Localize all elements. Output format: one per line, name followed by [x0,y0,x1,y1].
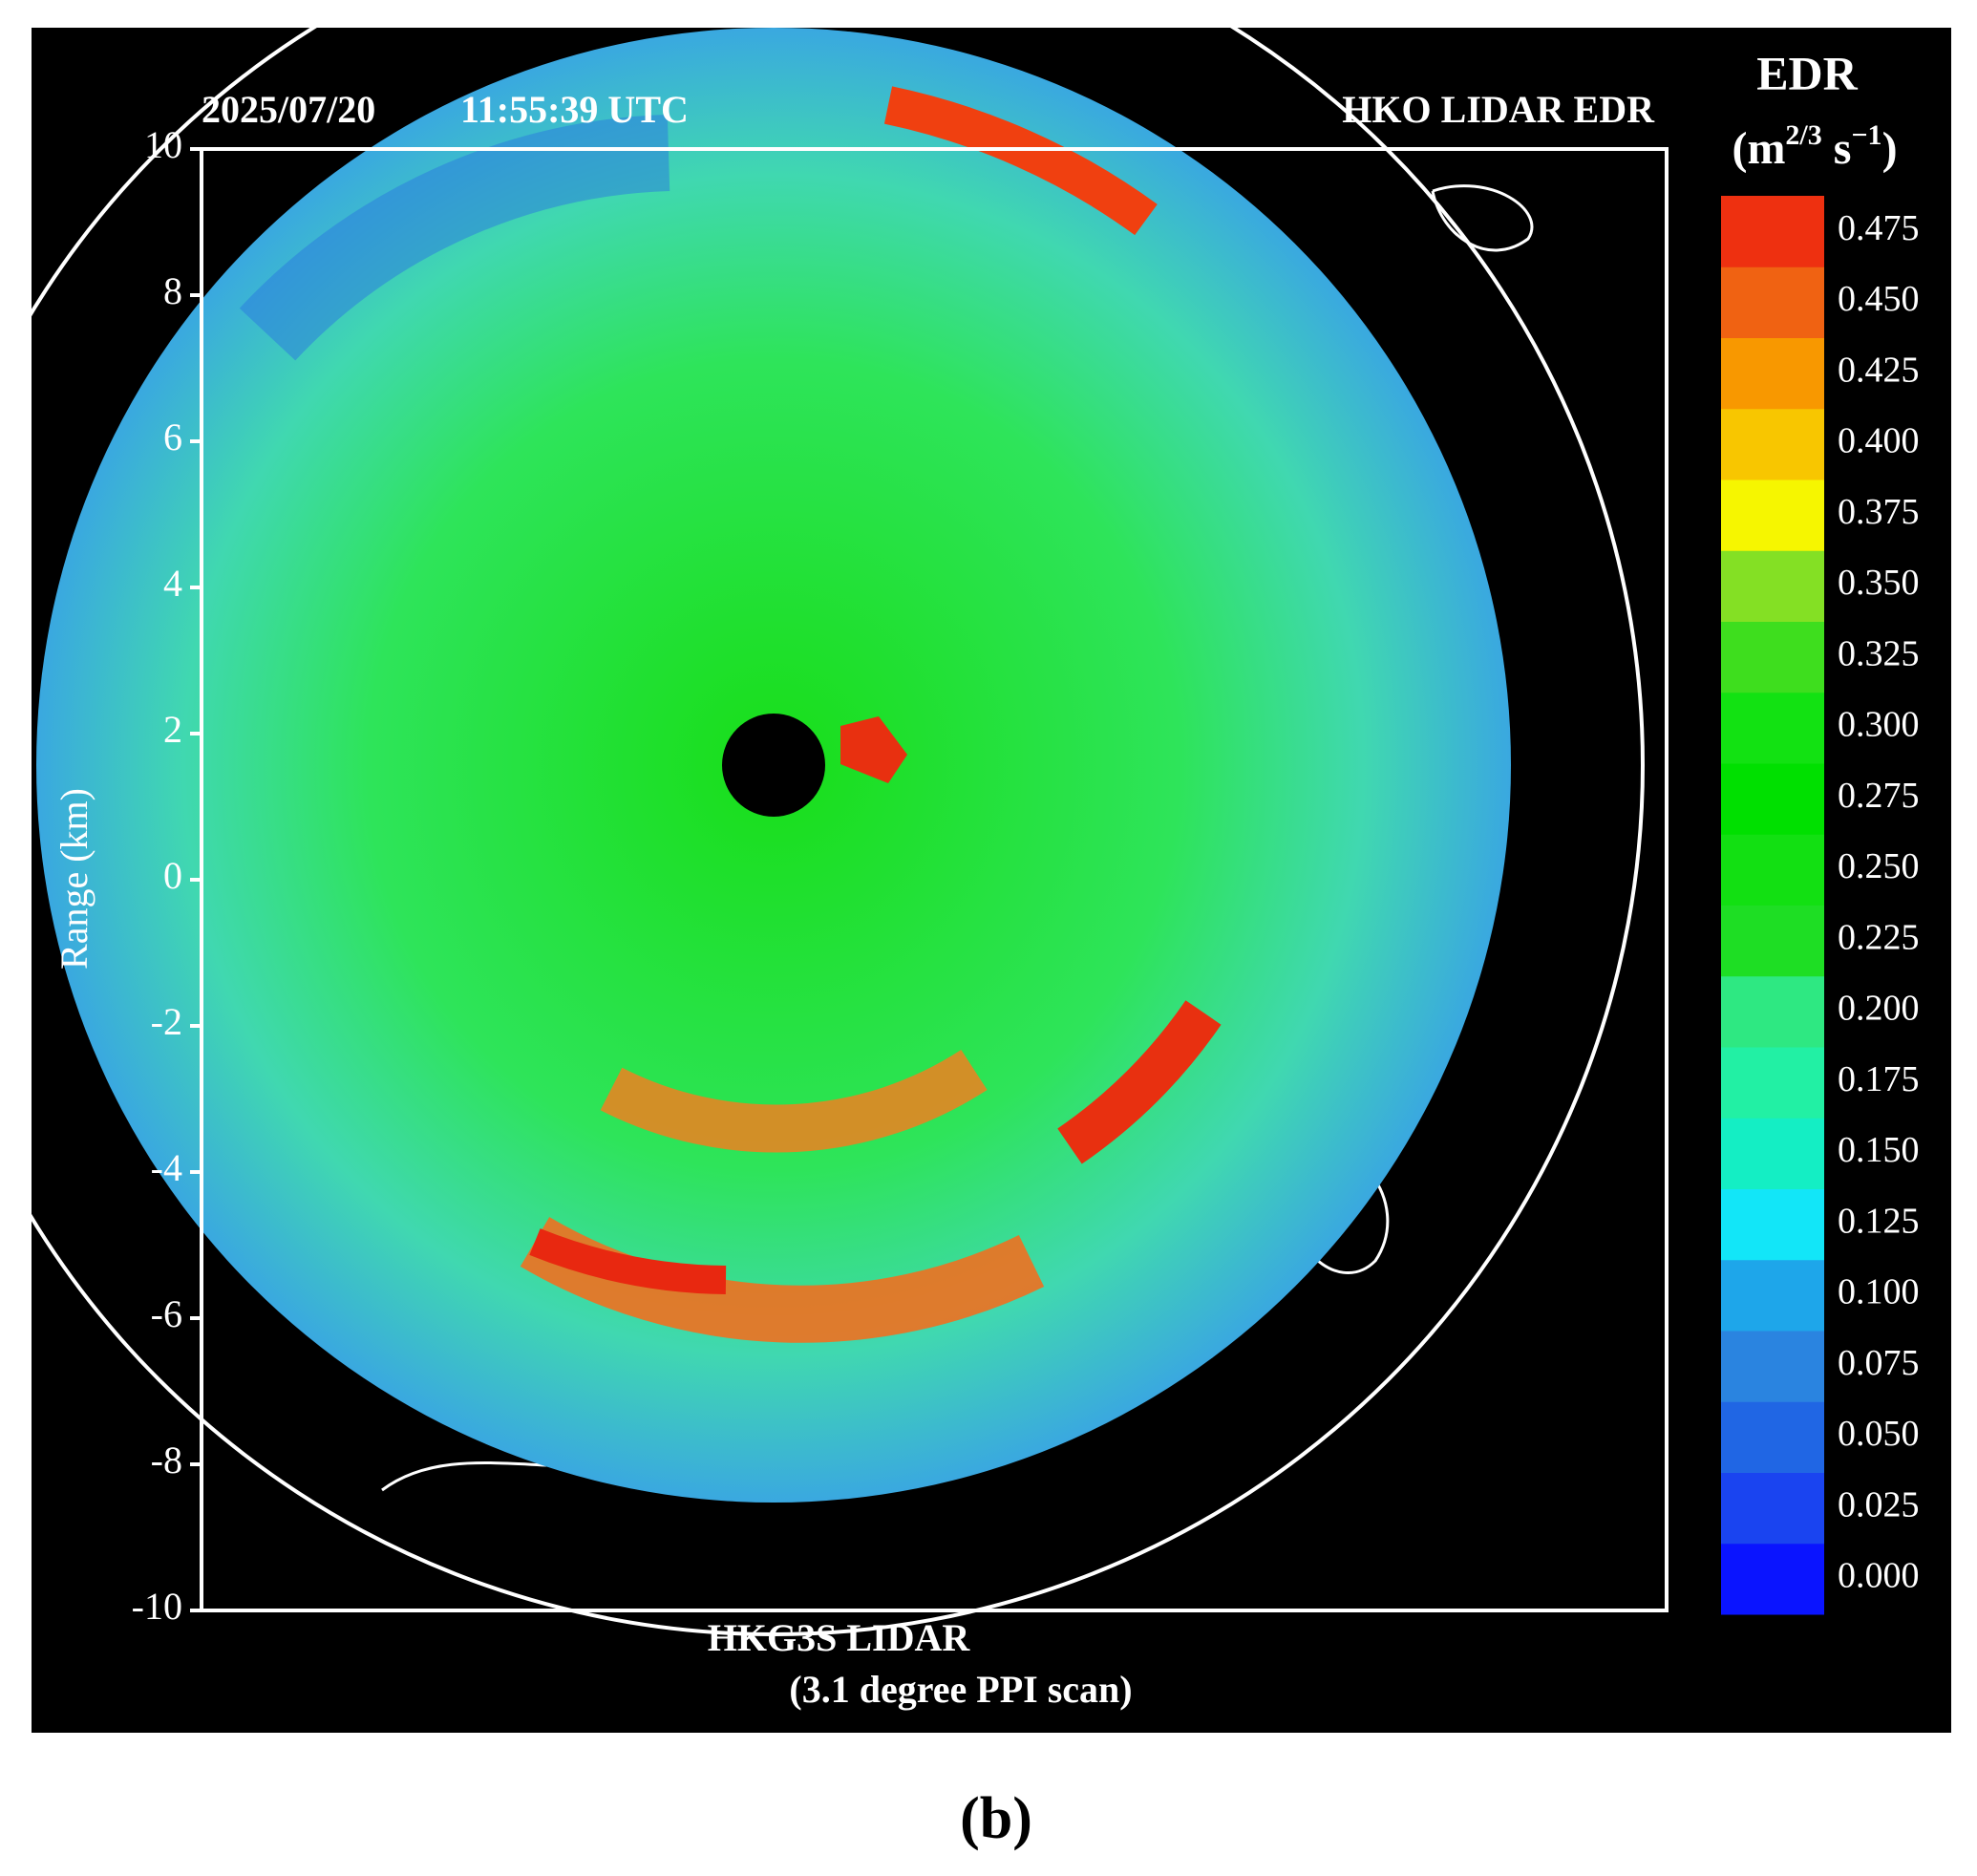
colorbar-bin [1721,337,1824,410]
date: 2025/07/20 [202,88,375,131]
colorbar-bin [1721,196,1824,267]
y-axis-label: Range (km) [53,788,96,970]
colorbar-bin [1721,1047,1824,1119]
colorbar-bin [1721,550,1824,622]
unit-part: s [1822,123,1852,174]
y-tick-label: -8 [151,1439,182,1482]
colorbar-bin [1721,266,1824,338]
colorbar-tick-label: 0.375 [1838,492,1920,532]
colorbar-bin [1721,1188,1824,1261]
y-tick-label: 8 [163,269,182,312]
unit-exponent: 2/3 [1785,119,1821,151]
colorbar-tick-label: 0.350 [1838,563,1920,603]
colorbar-tick-label: 0.075 [1838,1343,1920,1383]
colorbar-tick-label: 0.325 [1838,633,1920,673]
colorbar-tick-label: 0.150 [1838,1130,1920,1170]
unit-exponent: −1 [1851,119,1881,151]
colorbar-tick-label: 0.000 [1838,1556,1920,1596]
colorbar-tick-label: 0.175 [1838,1059,1920,1099]
colorbar-bin [1721,834,1824,906]
x-axis-label: HKG3S LIDAR [708,1616,971,1659]
colorbar-bin [1721,1118,1824,1189]
y-tick-label: 2 [163,708,182,751]
colorbar-tick-label: 0.425 [1838,350,1920,390]
colorbar-tick-label: 0.225 [1838,917,1920,957]
unit-part: (m [1732,123,1785,174]
colorbar-bin [1721,621,1824,693]
colorbar-tick-label: 0.200 [1838,989,1920,1029]
colorbar-tick-label: 0.250 [1838,846,1920,886]
colorbar-bin [1721,1401,1824,1473]
unit-part: ) [1882,123,1898,174]
colorbar-tick-label: 0.300 [1838,705,1920,745]
y-tick-label: 6 [163,416,182,458]
colorbar-unit: (m2/3 s−1) [1732,119,1897,174]
y-tick-label: -4 [151,1146,182,1189]
colorbar-tick-label: 0.475 [1838,208,1920,248]
colorbar-bin [1721,480,1824,551]
colorbar-tick-label: 0.100 [1838,1272,1920,1312]
y-tick-label: -6 [151,1292,182,1335]
colorbar-bin [1721,1259,1824,1332]
colorbar-tick-label: 0.025 [1838,1484,1920,1524]
y-tick-label: -2 [151,1000,182,1043]
colorbar-bin [1721,975,1824,1048]
colorbar-bin [1721,1331,1824,1402]
y-tick-label: -10 [132,1585,182,1628]
edr-field [36,28,1534,1503]
y-tick-label: 4 [163,562,182,605]
colorbar-bin [1721,905,1824,977]
colorbar-tick-label: 0.125 [1838,1201,1920,1241]
y-tick-label: 10 [144,123,182,166]
time: 11:55:39 UTC [460,88,689,131]
colorbar-tick-label: 0.050 [1838,1414,1920,1454]
colorbar-bin [1721,763,1824,835]
colorbar-bin [1721,408,1824,480]
scan-label: (3.1 degree PPI scan) [789,1668,1132,1711]
colorbar-tick-label: 0.400 [1838,421,1920,461]
colorbar-title: EDR [1756,46,1858,99]
colorbar-bin [1721,692,1824,764]
y-tick-label: 0 [163,854,182,897]
colorbar-tick-label: 0.450 [1838,279,1920,319]
colorbar-bin [1721,1543,1824,1615]
colorbar-bin [1721,1472,1824,1545]
colorbar-tick-label: 0.275 [1838,776,1920,816]
product: HKO LIDAR EDR [1342,88,1655,131]
panel-label: (b) [960,1786,1032,1851]
